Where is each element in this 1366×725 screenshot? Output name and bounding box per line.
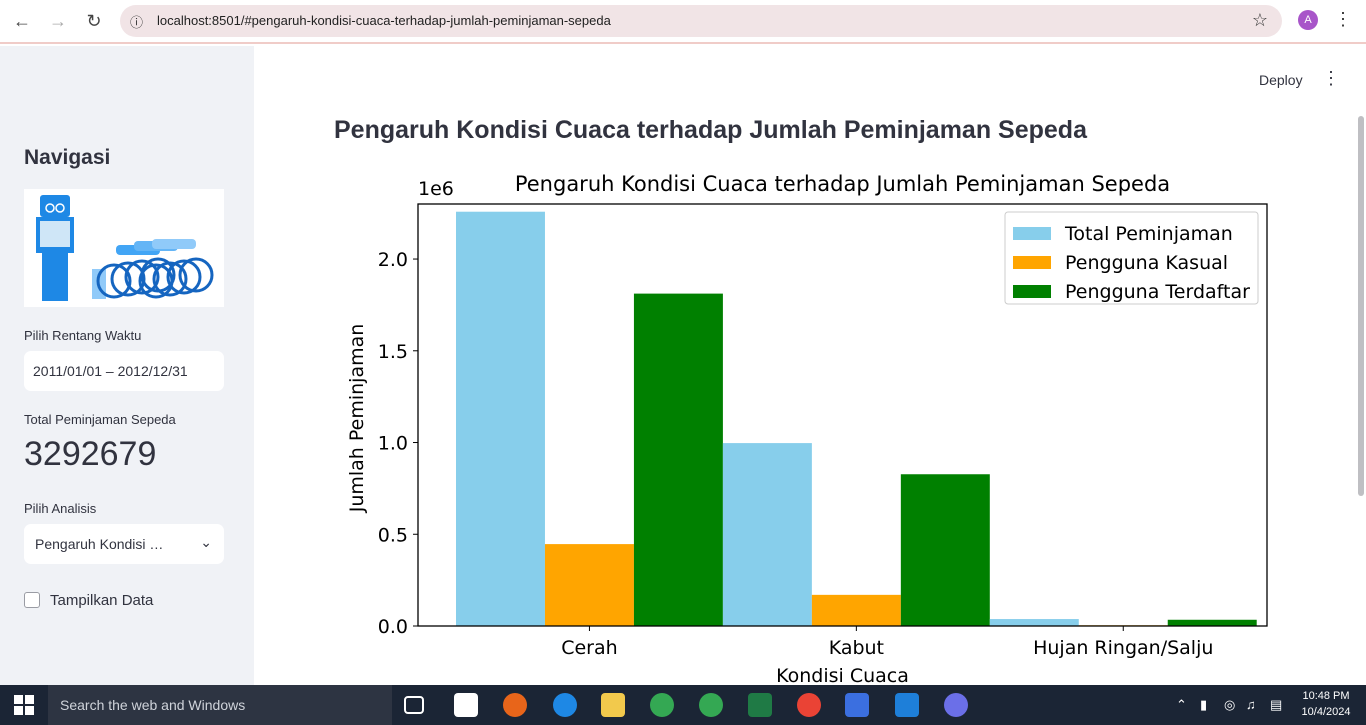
analysis-select-value: Pengaruh Kondisi … [35, 536, 164, 552]
url-text[interactable]: localhost:8501/#pengaruh-kondisi-cuaca-t… [157, 13, 611, 28]
analysis-select[interactable]: Pengaruh Kondisi … ⌄ [24, 524, 224, 564]
legend-swatch [1013, 256, 1051, 269]
taskbar-search[interactable]: Search the web and Windows [48, 685, 392, 725]
chrome-profile-icon[interactable] [699, 693, 723, 717]
site-info-icon[interactable]: ⓘ [130, 15, 144, 30]
windows-start-icon[interactable] [14, 695, 34, 715]
y-axis-label: Jumlah Peminjaman [346, 324, 368, 514]
chrome-alt-icon[interactable] [944, 693, 968, 717]
firefox-icon[interactable] [503, 693, 527, 717]
sidebar: Navigasi Pilih Rentang Waktu 2011/01/01 … [0, 46, 254, 685]
y-tick-label: 0.5 [378, 524, 408, 546]
legend-label: Pengguna Terdaftar [1065, 281, 1250, 303]
notification-icon[interactable]: ▤ [1270, 697, 1283, 712]
weather-bar-chart: Pengaruh Kondisi Cuaca terhadap Jumlah P… [346, 172, 1268, 686]
reload-icon[interactable]: ↻ [86, 11, 102, 31]
browser-menu-icon[interactable]: ⋮ [1334, 9, 1352, 29]
legend-swatch [1013, 285, 1051, 298]
metric-value: 3292679 [24, 435, 157, 473]
bar-kabut-3 [900, 474, 990, 626]
legend-swatch [1013, 227, 1051, 240]
edge-icon[interactable] [553, 693, 577, 717]
clock-date: 10/4/2024 [1301, 706, 1351, 718]
bar-cerah-1 [456, 211, 545, 626]
analysis-label: Pilih Analisis [24, 501, 97, 516]
file-explorer-icon[interactable] [601, 693, 625, 717]
bar-kabut-1 [722, 443, 812, 626]
back-icon[interactable]: ← [13, 11, 31, 31]
date-range-label: Pilih Rentang Waktu [24, 328, 142, 343]
page-title: Pengaruh Kondisi Cuaca terhadap Jumlah P… [334, 116, 1087, 144]
x-tick-label: Cerah [561, 637, 617, 659]
date-range-input[interactable]: 2011/01/01 – 2012/12/31 [24, 351, 224, 391]
metric-label: Total Peminjaman Sepeda [24, 412, 176, 427]
bar-kabut-2 [811, 594, 901, 626]
bike-sharing-image [24, 189, 224, 307]
bar-hujanringansalju-3 [1167, 619, 1257, 626]
y-tick-label: 1.0 [378, 433, 408, 455]
main-content: Deploy ⋮ Pengaruh Kondisi Cuaca terhadap… [254, 46, 1366, 686]
legend-label: Pengguna Kasual [1065, 252, 1228, 274]
address-bar[interactable]: ⓘ localhost:8501/#pengaruh-kondisi-cuaca… [120, 5, 1282, 37]
chrome-active-icon[interactable] [797, 693, 821, 717]
chart-title: Pengaruh Kondisi Cuaca terhadap Jumlah P… [515, 172, 1170, 196]
excel-icon[interactable] [748, 693, 772, 717]
show-data-checkbox[interactable] [24, 592, 40, 608]
bar-hujanringansalju-1 [989, 619, 1079, 626]
y-tick-label: 2.0 [378, 249, 408, 271]
battery-icon[interactable]: ▮ [1200, 697, 1208, 712]
taskbar: Search the web and Windows ⌃ ▮ ◎ ♫ ▤ 10:… [0, 685, 1366, 725]
clock-time: 10:48 PM [1302, 690, 1350, 702]
x-tick-label: Hujan Ringan/Salju [1033, 637, 1213, 659]
scrollbar[interactable] [1358, 116, 1364, 496]
app-icon[interactable] [845, 693, 869, 717]
plot-frame [417, 203, 1268, 627]
clock[interactable]: 10:48 PM 10/4/2024 [1296, 688, 1356, 720]
deploy-button[interactable]: Deploy [1259, 72, 1303, 88]
y-tick-label: 1.5 [378, 341, 408, 363]
vscode-icon[interactable] [895, 693, 919, 717]
bar-cerah-2 [544, 544, 634, 626]
x-tick-label: Kabut [829, 637, 884, 659]
app-menu-icon[interactable]: ⋮ [1322, 68, 1340, 88]
chrome-icon[interactable] [650, 693, 674, 717]
sidebar-title: Navigasi [24, 146, 111, 169]
y-tick-label: 0.0 [378, 616, 408, 638]
wifi-icon[interactable]: ◎ [1224, 697, 1236, 712]
browser-toolbar: ← → ↻ ⓘ localhost:8501/#pengaruh-kondisi… [0, 0, 1366, 44]
taskbar-search-placeholder: Search the web and Windows [60, 697, 246, 713]
volume-icon[interactable]: ♫ [1246, 697, 1256, 712]
x-axis-label: Kondisi Cuaca [776, 665, 909, 686]
store-icon[interactable] [454, 693, 478, 717]
profile-avatar[interactable]: A [1298, 10, 1318, 30]
chevron-down-icon: ⌄ [200, 534, 212, 550]
y-scale-label: 1e6 [418, 178, 454, 200]
tray-chevron-up-icon[interactable]: ⌃ [1176, 697, 1187, 712]
forward-icon[interactable]: → [49, 11, 67, 31]
task-view-icon[interactable] [404, 696, 424, 714]
legend-label: Total Peminjaman [1064, 223, 1233, 245]
show-data-label[interactable]: Tampilkan Data [50, 592, 154, 609]
bar-cerah-3 [633, 293, 723, 626]
legend-box [1004, 211, 1259, 305]
bookmark-star-icon[interactable]: ☆ [1251, 10, 1268, 30]
